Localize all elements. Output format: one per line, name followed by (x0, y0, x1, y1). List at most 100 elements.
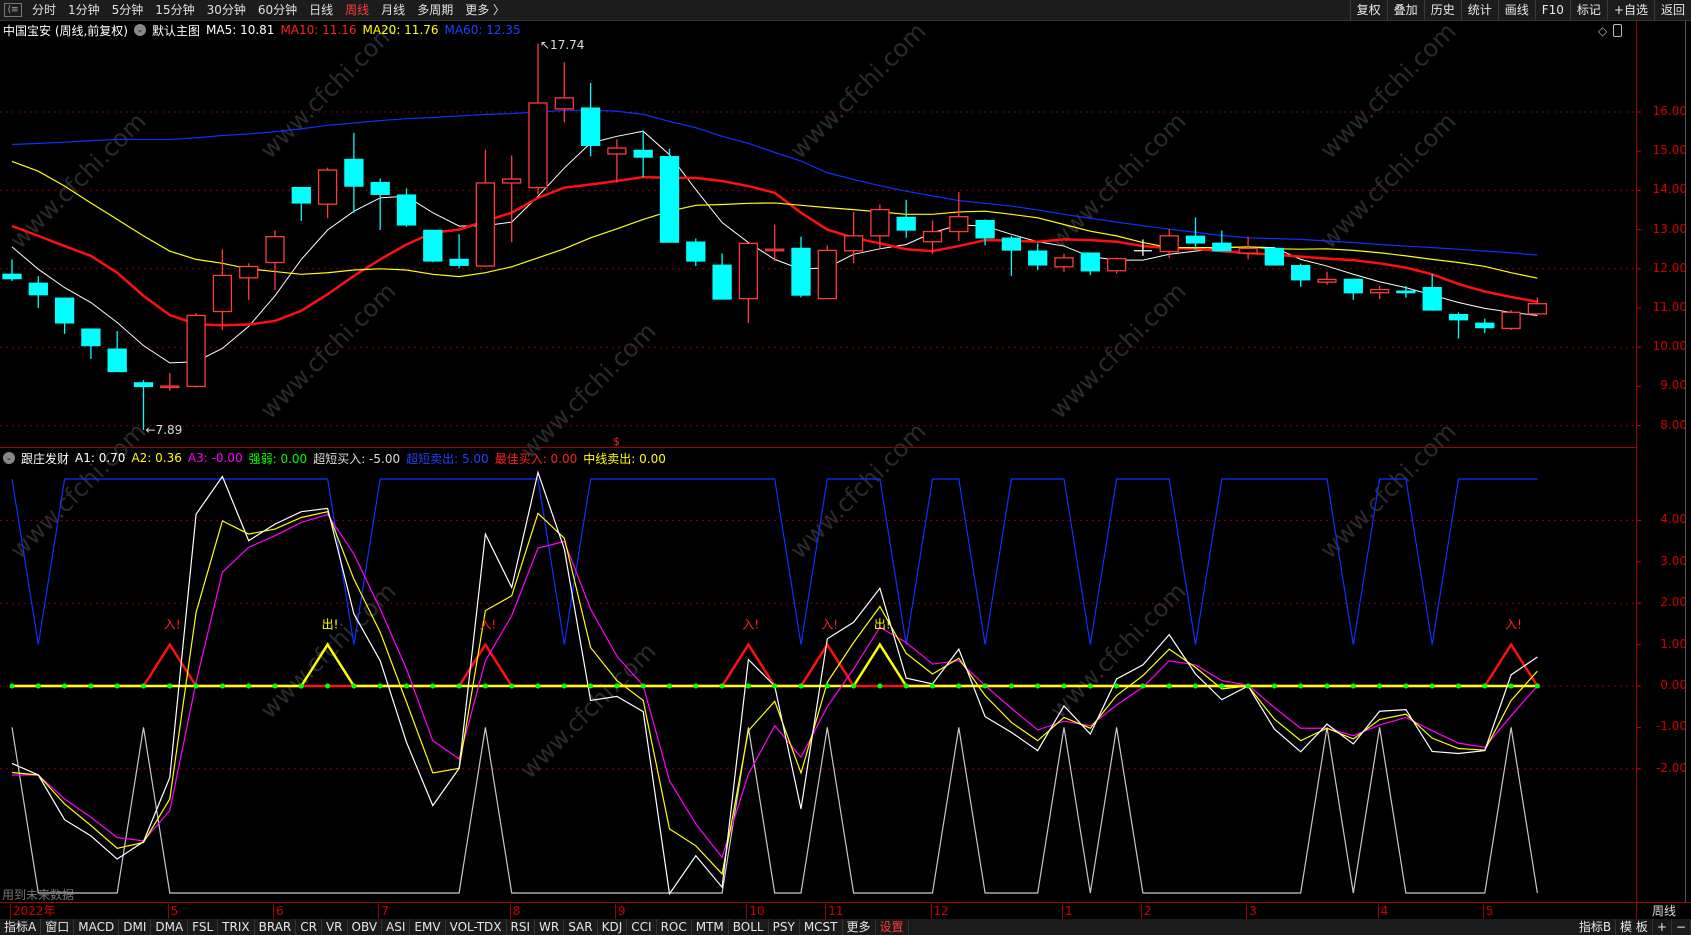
candle (922, 220, 943, 254)
period-tab-8[interactable]: 月线 (381, 2, 406, 17)
toolbar-button-5[interactable]: F10 (1534, 0, 1570, 21)
indicator-line-A1 (11, 470, 1538, 896)
indicator-tab-18[interactable]: CCI (627, 919, 657, 935)
candle-body (107, 348, 127, 373)
indicator-tab-7[interactable]: BRAR (255, 919, 297, 935)
candle (1212, 230, 1232, 252)
candle (975, 219, 995, 246)
toolbar-button-0[interactable]: 复权 (1349, 0, 1387, 21)
candle-body (1422, 286, 1442, 311)
period-tab-3[interactable]: 15分钟 (155, 2, 195, 17)
price-extreme-label: ←7.89 (146, 423, 183, 437)
period-tab-1[interactable]: 1分钟 (68, 2, 100, 17)
toolbar-button-7[interactable]: +自选 (1606, 0, 1654, 21)
indicator-tab-1[interactable]: 窗口 (41, 919, 75, 935)
template-name[interactable]: 默认主图 (152, 23, 201, 38)
period-tab-0[interactable]: 分时 (32, 2, 57, 17)
indicator-legend-item: 中线卖出: 0.00 (583, 451, 666, 466)
strength-dot (745, 683, 751, 689)
candle (1185, 217, 1206, 250)
indicator-line-超短买入 (11, 727, 1538, 894)
toolbar-button-1[interactable]: 叠加 (1386, 0, 1424, 21)
indicator-right-button-3[interactable]: − (1672, 919, 1691, 935)
period-tab-9[interactable]: 多周期 (417, 2, 454, 17)
indicator-tab-5[interactable]: FSL (188, 919, 219, 935)
indicator-legend-item: 最佳买入: 0.00 (494, 451, 578, 466)
period-tab-2[interactable]: 5分钟 (111, 2, 144, 17)
period-tab-7[interactable]: 周线 (345, 2, 370, 17)
indicator-tab-12[interactable]: EMV (410, 919, 446, 935)
strength-dot (772, 683, 778, 689)
indicator-tab-0[interactable]: 指标A (0, 919, 42, 935)
indicator-dropdown-icon[interactable]: ⌄ (3, 452, 15, 464)
period-tab-10[interactable]: 更多 〉 (465, 2, 506, 17)
indicator-tab-21[interactable]: BOLL (729, 919, 769, 935)
time-axis-label: 8 (509, 904, 520, 919)
indicator-tab-17[interactable]: KDJ (598, 919, 628, 935)
candle (1080, 252, 1100, 276)
indicator-tab-23[interactable]: MCST (800, 919, 843, 935)
indicator-legend-item: 强弱: 0.00 (248, 451, 308, 466)
candle (1422, 274, 1442, 311)
menu-collapse-icon[interactable]: ⟨≡ (4, 3, 22, 17)
toolbar-button-2[interactable]: 历史 (1423, 0, 1461, 21)
indicator-tab-6[interactable]: TRIX (218, 919, 255, 935)
diamond-icon[interactable]: ◇ (1598, 24, 1608, 38)
indicator-tab-4[interactable]: DMA (151, 919, 189, 935)
indicator-title[interactable]: 跟庄发财 (21, 451, 70, 466)
candle (28, 276, 48, 308)
scrollbar[interactable] (1685, 21, 1686, 902)
top-toolbar: ⟨≡ 分时 1分钟 5分钟 15分钟 30分钟 60分钟 日线 周线 月线 多周期 更多 〉 复权叠… (0, 0, 1691, 21)
side-panel-icon[interactable] (1613, 24, 1623, 37)
indicator-tab-20[interactable]: MTM (692, 919, 729, 935)
indicator-tab-14[interactable]: RSI (507, 919, 536, 935)
watermark: www.cfchi.com (1044, 577, 1191, 724)
time-axis-label: 2 (1140, 904, 1152, 919)
strength-dot (930, 683, 935, 689)
watermark: www.cfchi.com (514, 637, 661, 784)
indicator-tab-11[interactable]: ASI (382, 919, 411, 935)
indicator-tab-2[interactable]: MACD (74, 919, 120, 935)
indicator-tab-24[interactable]: 更多 (843, 919, 876, 935)
strength-dot (640, 683, 646, 689)
candle (659, 148, 680, 243)
candle-body (580, 107, 601, 146)
candle (633, 130, 653, 178)
template-dropdown-icon[interactable]: ⌄ (134, 24, 146, 36)
toolbar-button-4[interactable]: 画线 (1497, 0, 1535, 21)
strength-dot (693, 683, 699, 689)
indicator-toolbar: 指标A 窗口 MACD DMI DMA FSL TRIX BRAR CR VR OBV ASI EMV V… (0, 919, 1691, 935)
indicator-tab-19[interactable]: ROC (657, 919, 692, 935)
indicator-right-button-2[interactable]: + (1653, 919, 1672, 935)
time-axis-label: 10 (746, 904, 765, 919)
toolbar-button-6[interactable]: 标记 (1569, 0, 1607, 21)
period-tab-5[interactable]: 60分钟 (257, 2, 298, 17)
indicator-tab-15[interactable]: WR (535, 919, 565, 935)
price-axis-label: 11.00 (1652, 300, 1687, 314)
period-tab-6[interactable]: 日线 (309, 2, 334, 17)
toolbar-right-buttons: 复权 叠加 历史 统计 画线 F10 标记 +自选 返回 (1349, 0, 1691, 21)
indicator-tab-9[interactable]: VR (322, 919, 348, 935)
indicator-tab-13[interactable]: VOL-TDX (446, 919, 507, 935)
indicator-tab-8[interactable]: CR (296, 919, 322, 935)
candle-body (791, 247, 811, 296)
indicator-axis-label: 4.00 (1660, 512, 1687, 527)
strength-dot (1271, 683, 1277, 689)
indicator-tab-16[interactable]: SAR (564, 919, 598, 935)
strength-dot (35, 683, 41, 689)
candle (54, 297, 75, 334)
strength-dot (903, 683, 909, 689)
indicator-right-button-0[interactable]: 指标B (1575, 919, 1617, 935)
indicator-tab-3[interactable]: DMI (119, 919, 152, 935)
indicator-tab-22[interactable]: PSY (769, 919, 800, 935)
indicator-tab-25[interactable]: 设置 (876, 919, 909, 935)
indicator-right-button-1[interactable]: 模 板 (1616, 919, 1653, 935)
period-tab-4[interactable]: 30分钟 (206, 2, 246, 17)
indicator-tab-10[interactable]: OBV (348, 919, 383, 935)
indicator-axis-label: 2.00 (1660, 595, 1687, 610)
strength-dot (272, 683, 278, 689)
candle-body (160, 385, 180, 389)
toolbar-button-8[interactable]: 返回 (1653, 0, 1691, 21)
toolbar-button-3[interactable]: 统计 (1460, 0, 1498, 21)
